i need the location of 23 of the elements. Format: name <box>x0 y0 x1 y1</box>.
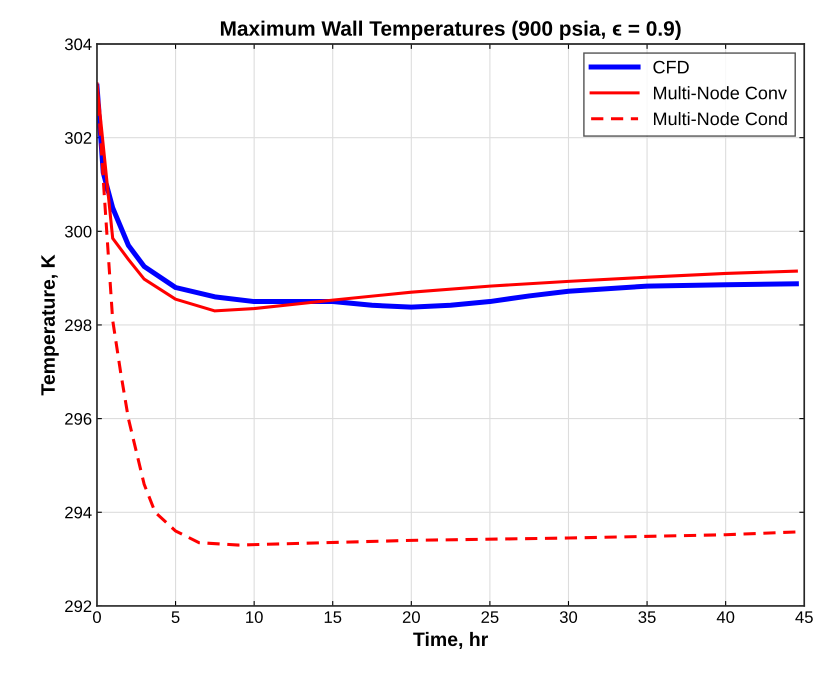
x-tick-label: 25 <box>481 611 498 624</box>
y-tick-label: 300 <box>64 226 92 238</box>
x-tick-label: 35 <box>638 611 656 624</box>
y-tick-label: 298 <box>65 319 92 332</box>
y-axis-title: Temperature, K <box>41 254 59 396</box>
x-axis-title: Time, hr <box>413 632 488 649</box>
y-tick-label: 292 <box>65 600 92 612</box>
x-tick-label: 30 <box>560 611 578 624</box>
x-tick-label: 10 <box>246 611 263 624</box>
x-tick-label: 0 <box>92 611 101 624</box>
chart-title: Maximum Wall Temperatures (900 psia, ϵ = 0.9) <box>220 20 681 40</box>
y-tick-label: 304 <box>64 38 92 50</box>
x-tick-label: 45 <box>795 611 813 624</box>
x-tick-label: 20 <box>402 611 420 624</box>
x-tick-label: 40 <box>716 611 734 624</box>
x-tick-label: 15 <box>324 611 342 624</box>
y-tick-label: 302 <box>64 132 92 144</box>
x-tick-label: 5 <box>172 611 180 624</box>
legend-label: Multi-Node Cond <box>654 112 787 126</box>
legend-label: CFD <box>653 60 689 74</box>
y-tick-label: 296 <box>65 413 92 425</box>
y-tick-label: 294 <box>65 506 92 518</box>
legend-label: Multi-Node Conv <box>654 86 787 100</box>
